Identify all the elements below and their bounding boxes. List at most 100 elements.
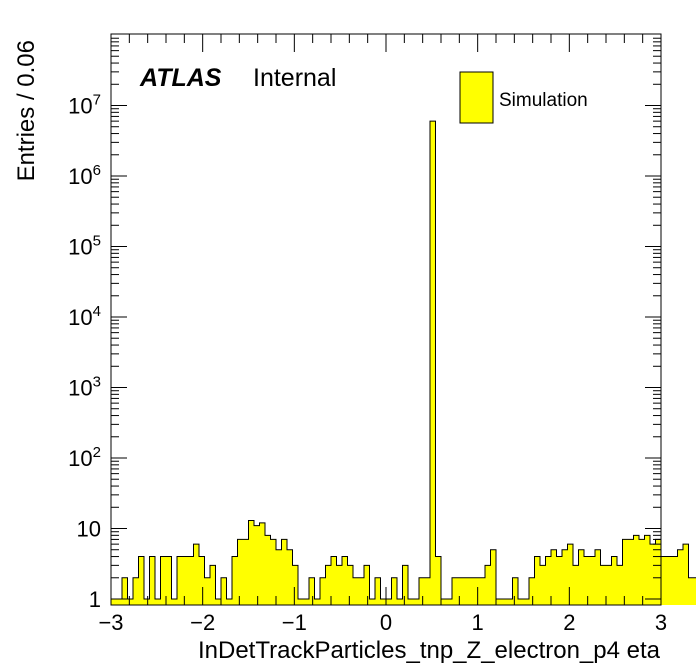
histogram-bar	[270, 539, 276, 605]
histogram-bar	[331, 556, 337, 605]
histogram-bar	[237, 539, 243, 605]
x-tick-label: 2	[563, 610, 575, 635]
histogram-bar	[232, 556, 238, 605]
x-axis-label: InDetTrackParticles_tnp_Z_electron_p4 et…	[198, 637, 661, 664]
histogram-bar	[144, 599, 150, 605]
histogram-bar	[243, 539, 249, 605]
histogram-bar	[683, 544, 689, 605]
histogram-bar	[254, 525, 260, 605]
histogram-bar	[358, 577, 364, 605]
histogram-bar	[507, 599, 513, 605]
histogram-bar	[617, 565, 623, 605]
x-tick-label: −1	[282, 610, 307, 635]
atlas-label: ATLAS	[139, 64, 222, 92]
histogram-bar	[452, 577, 458, 605]
x-tick-labels: −3 −2 −1 0 1 2 3	[98, 610, 667, 635]
histogram-bar	[479, 577, 485, 605]
legend-swatch	[459, 71, 494, 124]
histogram-bar	[336, 565, 342, 605]
histogram-bar	[694, 577, 696, 605]
histogram-bar	[474, 577, 480, 605]
histogram-bar	[171, 599, 177, 605]
histogram-bar	[177, 556, 183, 605]
histogram-bar	[534, 556, 540, 605]
histogram-bar	[501, 599, 507, 605]
histogram-bar	[468, 577, 474, 605]
histogram-bar	[314, 599, 320, 605]
histogram-bar	[661, 556, 667, 605]
histogram-bar	[545, 556, 551, 605]
histogram-bar	[408, 599, 414, 605]
histogram-bar	[644, 535, 650, 605]
histogram-bar	[622, 539, 628, 605]
x-tick-label: −2	[190, 610, 215, 635]
histogram-bar	[567, 544, 573, 605]
y-tick-label: 107	[68, 92, 101, 119]
histogram-bar	[281, 539, 287, 605]
histogram-bar	[639, 539, 645, 605]
histogram-bar	[386, 599, 392, 605]
histogram-bar	[446, 599, 452, 605]
histogram-bar	[573, 565, 579, 605]
histogram-bar	[556, 556, 562, 605]
histogram-bar	[485, 565, 491, 605]
histogram-bar	[127, 599, 133, 605]
histogram-bar	[188, 556, 194, 605]
histogram-bar	[518, 599, 524, 605]
histogram-bar	[380, 599, 386, 605]
histogram-bar	[369, 599, 375, 605]
histogram-bar	[210, 565, 216, 605]
histogram-bar	[402, 565, 408, 605]
histogram-bar	[419, 577, 425, 605]
histogram-bar	[650, 544, 656, 605]
histogram-bar	[413, 599, 419, 605]
histogram-bar	[298, 599, 304, 605]
x-tick-label: −3	[98, 610, 123, 635]
histogram-bar	[424, 577, 430, 605]
histogram-bar	[529, 577, 535, 605]
histogram-bar	[133, 577, 139, 605]
histogram-bar	[633, 535, 639, 605]
histogram-bar	[226, 599, 232, 605]
histogram-bar	[111, 599, 117, 605]
histogram-bar	[309, 577, 315, 605]
y-tick-label: 102	[68, 444, 101, 471]
histogram-bar	[512, 577, 518, 605]
histogram-bar	[578, 549, 584, 605]
histogram-bar	[155, 599, 161, 605]
histogram-bar	[149, 556, 155, 605]
y-tick-label: 104	[68, 303, 101, 330]
legend: Simulation	[459, 71, 588, 124]
histogram-bar	[122, 577, 128, 605]
histogram-bar	[375, 577, 381, 605]
histogram-bar	[655, 539, 661, 605]
histogram-bar	[672, 556, 678, 605]
histogram-bar	[364, 565, 370, 605]
histogram-bar	[397, 599, 403, 605]
y-tick-label: 1	[89, 587, 101, 612]
internal-label: Internal	[253, 64, 336, 92]
histogram-bar	[138, 556, 144, 605]
histogram-bar	[353, 577, 359, 605]
y-axis-label: Entries / 0.06	[13, 40, 40, 181]
histogram-bar	[325, 565, 331, 605]
histogram-bar	[589, 556, 595, 605]
histogram-bar	[166, 556, 172, 605]
histogram-bar	[320, 577, 326, 605]
legend-label: Simulation	[499, 90, 588, 111]
histogram-bar	[204, 577, 210, 605]
histogram-bar	[628, 539, 634, 605]
histogram-bar	[215, 599, 221, 605]
histogram-bars	[110, 120, 696, 606]
histogram-bar	[595, 549, 601, 605]
histogram-bar	[435, 556, 441, 605]
axis-ticks	[110, 34, 662, 605]
histogram-bar	[182, 556, 188, 605]
histogram-bar	[287, 549, 293, 605]
histogram-bar	[160, 556, 166, 605]
histogram-bar	[666, 556, 672, 605]
histogram-bar	[221, 577, 227, 605]
histogram-bar	[523, 599, 529, 605]
y-tick-labels: 1 10 102 103 104 105 106 107	[68, 92, 101, 613]
